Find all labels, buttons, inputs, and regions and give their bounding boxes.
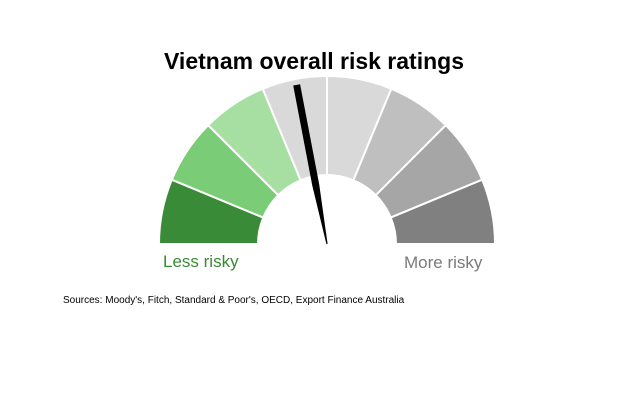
gauge-needle bbox=[293, 84, 328, 245]
sources-note: Sources: Moody's, Fitch, Standard & Poor… bbox=[63, 295, 405, 306]
more-risky-label: More risky bbox=[404, 253, 483, 272]
chart-title: Vietnam overall risk ratings bbox=[164, 48, 464, 74]
gauge-segment-8 bbox=[389, 178, 497, 245]
gauge-needle-group bbox=[293, 84, 328, 245]
less-risky-label: Less risky bbox=[163, 252, 239, 271]
gauge-segments bbox=[157, 74, 497, 245]
